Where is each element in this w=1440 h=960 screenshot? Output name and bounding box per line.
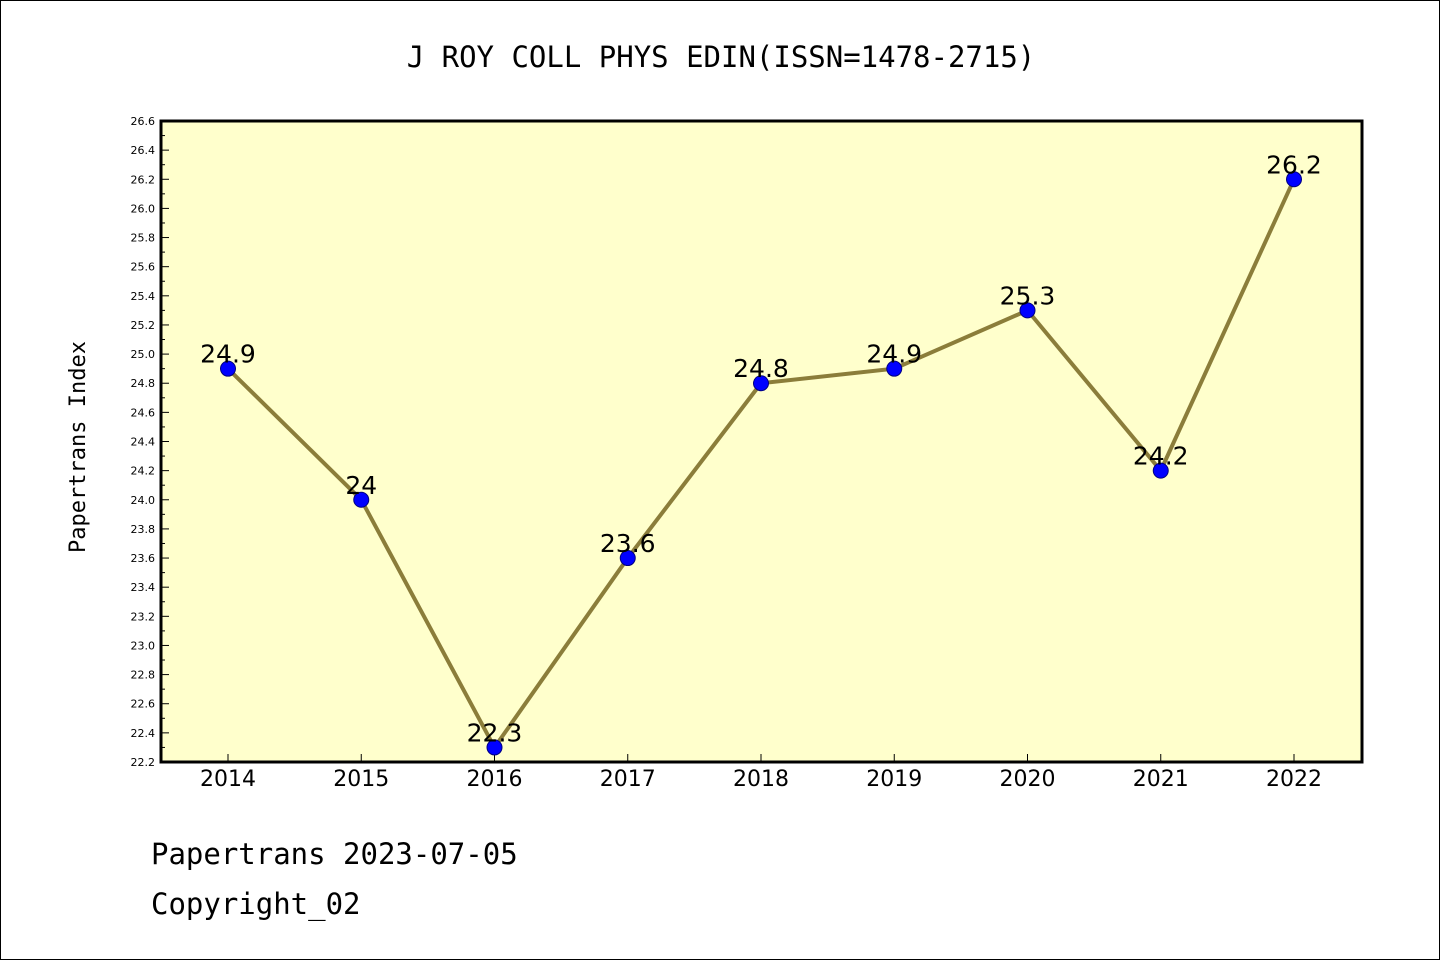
data-point-marker bbox=[619, 550, 636, 567]
x-tick-label: 2020 bbox=[1000, 767, 1056, 792]
data-point-marker bbox=[1019, 302, 1036, 319]
data-label: 22.3 bbox=[467, 718, 523, 747]
y-tick-label: 26.0 bbox=[131, 202, 156, 215]
y-tick-label: 24.0 bbox=[131, 494, 156, 507]
x-tick-label: 2015 bbox=[333, 767, 389, 792]
y-tick-label: 26.4 bbox=[131, 144, 156, 157]
chart-title: J ROY COLL PHYS EDIN(ISSN=1478-2715) bbox=[407, 40, 1036, 74]
data-label: 24 bbox=[345, 471, 377, 500]
x-axis-ticks: 2014 2015 2016 2017 2018 2019 2020 2021 2022 bbox=[200, 754, 1322, 792]
data-point-marker bbox=[1152, 462, 1169, 479]
data-label: 24.9 bbox=[866, 340, 922, 369]
data-label: 23.6 bbox=[600, 529, 656, 558]
y-tick-label: 24.4 bbox=[131, 436, 156, 449]
y-tick-label: 23.8 bbox=[131, 523, 156, 536]
data-point-marker bbox=[886, 360, 903, 377]
footer-copyright-text: Copyright_02 bbox=[151, 887, 361, 921]
data-label: 24.8 bbox=[733, 354, 789, 383]
x-tick-label: 2016 bbox=[467, 767, 523, 792]
data-label: 25.3 bbox=[1000, 281, 1056, 310]
plot-area bbox=[159, 119, 1364, 764]
y-tick-label: 24.6 bbox=[131, 406, 156, 419]
footer-date-text: Papertrans 2023-07-05 bbox=[151, 837, 518, 871]
y-tick-label: 23.2 bbox=[131, 610, 156, 623]
x-tick-label: 2014 bbox=[200, 767, 256, 792]
x-tick-label: 2017 bbox=[600, 767, 656, 792]
y-tick-label: 24.2 bbox=[131, 465, 156, 478]
x-tick-label: 2018 bbox=[733, 767, 789, 792]
y-tick-label: 25.2 bbox=[131, 319, 156, 332]
data-point-marker bbox=[753, 375, 769, 392]
series-layer: 24.9 24 22.3 23.6 24.8 24.9 25.3 24.2 26.2 bbox=[200, 150, 1322, 756]
y-tick-label: 22.2 bbox=[131, 756, 156, 769]
x-tick-label: 2022 bbox=[1266, 767, 1322, 792]
y-tick-label: 23.4 bbox=[131, 581, 156, 594]
y-tick-label: 23.0 bbox=[131, 639, 156, 652]
x-tick-label: 2021 bbox=[1133, 767, 1189, 792]
y-tick-label: 26.2 bbox=[131, 173, 156, 186]
y-tick-label: 25.6 bbox=[131, 261, 156, 274]
data-point-marker bbox=[220, 360, 236, 377]
y-tick-label: 22.6 bbox=[131, 698, 156, 711]
y-tick-label: 26.6 bbox=[131, 115, 156, 128]
y-axis-ticks: 22.2 22.4 22.6 22.8 23.0 23.2 23.4 23.6 23.8 24.0… bbox=[131, 115, 169, 769]
y-tick-label: 22.4 bbox=[131, 727, 156, 740]
y-axis-label: Papertrans Index bbox=[66, 341, 91, 553]
y-tick-label: 23.6 bbox=[131, 552, 156, 565]
data-point-marker bbox=[1286, 171, 1302, 188]
data-label: 24.2 bbox=[1133, 442, 1189, 471]
data-point-marker bbox=[353, 491, 370, 508]
data-label: 24.9 bbox=[200, 340, 256, 369]
y-tick-label: 25.8 bbox=[131, 232, 156, 245]
y-tick-label: 22.8 bbox=[131, 669, 156, 682]
y-tick-label: 25.4 bbox=[131, 290, 156, 303]
data-label: 26.2 bbox=[1266, 150, 1322, 179]
y-tick-label: 24.8 bbox=[131, 377, 156, 390]
y-tick-label: 25.0 bbox=[131, 348, 156, 361]
x-tick-label: 2019 bbox=[866, 767, 922, 792]
data-point-marker bbox=[486, 739, 503, 756]
